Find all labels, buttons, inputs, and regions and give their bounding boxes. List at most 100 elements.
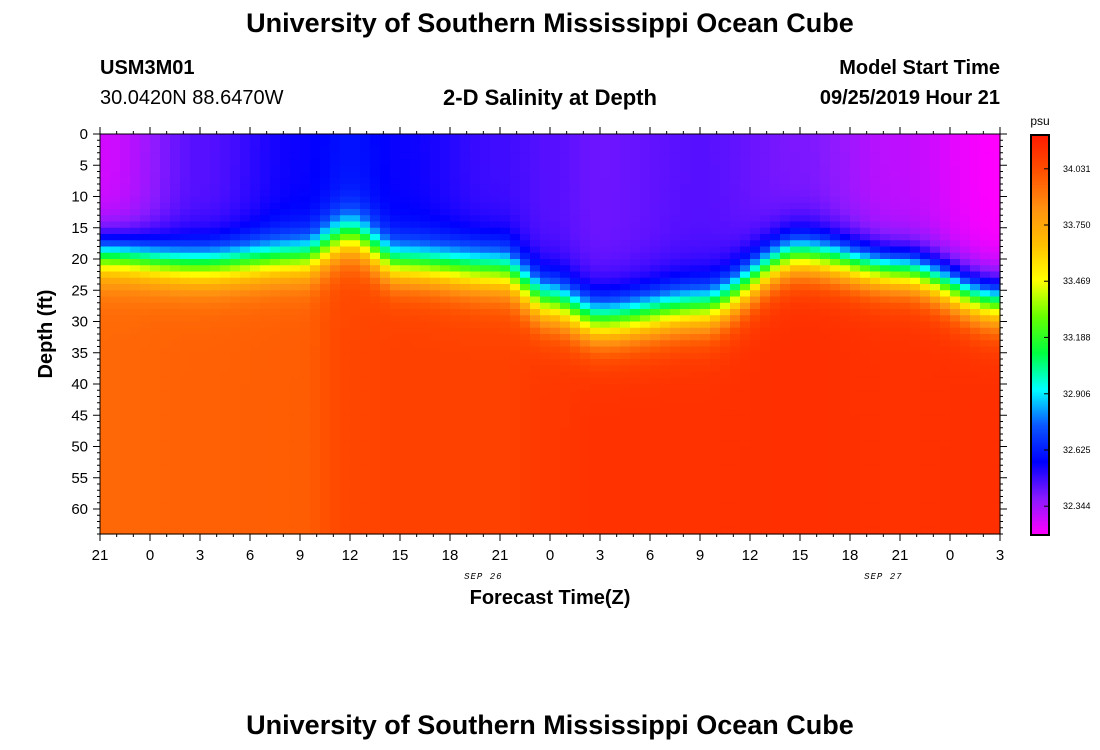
heatmap-cell bbox=[470, 240, 481, 248]
heatmap-cell bbox=[410, 490, 421, 498]
heatmap-cell bbox=[330, 477, 341, 485]
heatmap-cell bbox=[480, 459, 491, 466]
heatmap-cell bbox=[200, 421, 211, 429]
heatmap-cell bbox=[170, 277, 181, 285]
heatmap-cell bbox=[570, 277, 581, 285]
heatmap-cell bbox=[870, 484, 881, 491]
heatmap-cell bbox=[400, 152, 411, 160]
heatmap-cell bbox=[390, 184, 401, 191]
heatmap-cell bbox=[520, 440, 531, 448]
heatmap-cell bbox=[520, 252, 531, 260]
heatmap-cell bbox=[230, 415, 241, 423]
heatmap-cell bbox=[240, 427, 251, 435]
heatmap-cell bbox=[190, 459, 201, 466]
heatmap-cell bbox=[290, 202, 301, 210]
heatmap-cell bbox=[210, 165, 221, 173]
heatmap-cell bbox=[140, 459, 151, 466]
heatmap-cell bbox=[610, 240, 621, 248]
heatmap-cell bbox=[120, 471, 131, 479]
heatmap-cell bbox=[510, 390, 521, 398]
heatmap-cell bbox=[660, 315, 671, 323]
heatmap-cell bbox=[200, 527, 211, 535]
heatmap-cell bbox=[300, 377, 311, 385]
heatmap-cell bbox=[100, 290, 111, 298]
heatmap-cell bbox=[340, 146, 351, 154]
heatmap-cell bbox=[360, 415, 371, 423]
heatmap-cell bbox=[230, 134, 241, 141]
heatmap-cell bbox=[670, 340, 681, 348]
heatmap-cell bbox=[550, 465, 561, 473]
heatmap-cell bbox=[490, 221, 501, 229]
heatmap-cell bbox=[600, 309, 611, 316]
heatmap-cell bbox=[410, 459, 421, 466]
heatmap-cell bbox=[510, 190, 521, 198]
heatmap-cell bbox=[570, 152, 581, 160]
heatmap-cell bbox=[350, 409, 361, 416]
heatmap-cell bbox=[760, 321, 771, 329]
heatmap-cell bbox=[350, 246, 361, 254]
heatmap-cell bbox=[700, 134, 711, 141]
heatmap-cell bbox=[790, 465, 801, 473]
heatmap-cell bbox=[570, 259, 581, 266]
heatmap-cell bbox=[520, 277, 531, 285]
heatmap-cell bbox=[570, 271, 581, 279]
heatmap-cell bbox=[160, 240, 171, 248]
heatmap-cell bbox=[100, 452, 111, 460]
heatmap-cell bbox=[160, 396, 171, 404]
heatmap-cell bbox=[540, 140, 551, 148]
heatmap-cell bbox=[750, 234, 761, 241]
heatmap-cell bbox=[250, 352, 261, 360]
heatmap-cell bbox=[530, 252, 541, 260]
heatmap-cell bbox=[570, 146, 581, 154]
heatmap-cell bbox=[190, 309, 201, 316]
heatmap-cell bbox=[270, 202, 281, 210]
heatmap-cell bbox=[710, 259, 721, 266]
heatmap-cell bbox=[550, 365, 561, 373]
heatmap-cell bbox=[280, 190, 291, 198]
heatmap-cell bbox=[710, 315, 721, 323]
heatmap-cell bbox=[410, 321, 421, 329]
heatmap-cell bbox=[230, 221, 241, 229]
heatmap-cell bbox=[410, 152, 421, 160]
heatmap-cell bbox=[820, 265, 831, 273]
heatmap-cell bbox=[420, 140, 431, 148]
heatmap-cell bbox=[590, 221, 601, 229]
heatmap-cell bbox=[490, 296, 501, 304]
heatmap-cell bbox=[690, 402, 701, 410]
heatmap-cell bbox=[470, 359, 481, 366]
heatmap-cell bbox=[250, 321, 261, 329]
heatmap-cell bbox=[170, 209, 181, 216]
heatmap-cell bbox=[650, 477, 661, 485]
heatmap-cell bbox=[420, 352, 431, 360]
heatmap-cell bbox=[750, 209, 761, 216]
heatmap-cell bbox=[370, 352, 381, 360]
heatmap-cell bbox=[480, 396, 491, 404]
heatmap-cell bbox=[530, 159, 541, 166]
heatmap-cell bbox=[790, 171, 801, 179]
heatmap-cell bbox=[480, 421, 491, 429]
heatmap-cell bbox=[260, 215, 271, 223]
heatmap-cell bbox=[760, 234, 771, 241]
heatmap-cell bbox=[800, 427, 811, 435]
heatmap-cell bbox=[220, 159, 231, 166]
heatmap-cell bbox=[740, 196, 751, 204]
heatmap-cell bbox=[650, 265, 661, 273]
heatmap-cell bbox=[540, 177, 551, 185]
heatmap-cell bbox=[580, 152, 591, 160]
heatmap-cell bbox=[470, 290, 481, 298]
heatmap-cell bbox=[410, 396, 421, 404]
heatmap-cell bbox=[590, 496, 601, 504]
heatmap-cell bbox=[410, 184, 421, 191]
heatmap-cell bbox=[730, 527, 741, 535]
heatmap-cell bbox=[800, 390, 811, 398]
heatmap-cell bbox=[850, 402, 861, 410]
heatmap-cell bbox=[140, 265, 151, 273]
heatmap-cell bbox=[260, 440, 271, 448]
heatmap-cell bbox=[150, 227, 161, 235]
heatmap-cell bbox=[170, 509, 181, 516]
heatmap-cell bbox=[460, 527, 471, 535]
heatmap-cell bbox=[130, 352, 141, 360]
heatmap-cell bbox=[290, 509, 301, 516]
heatmap-cell bbox=[220, 277, 231, 285]
heatmap-cell bbox=[440, 384, 451, 391]
